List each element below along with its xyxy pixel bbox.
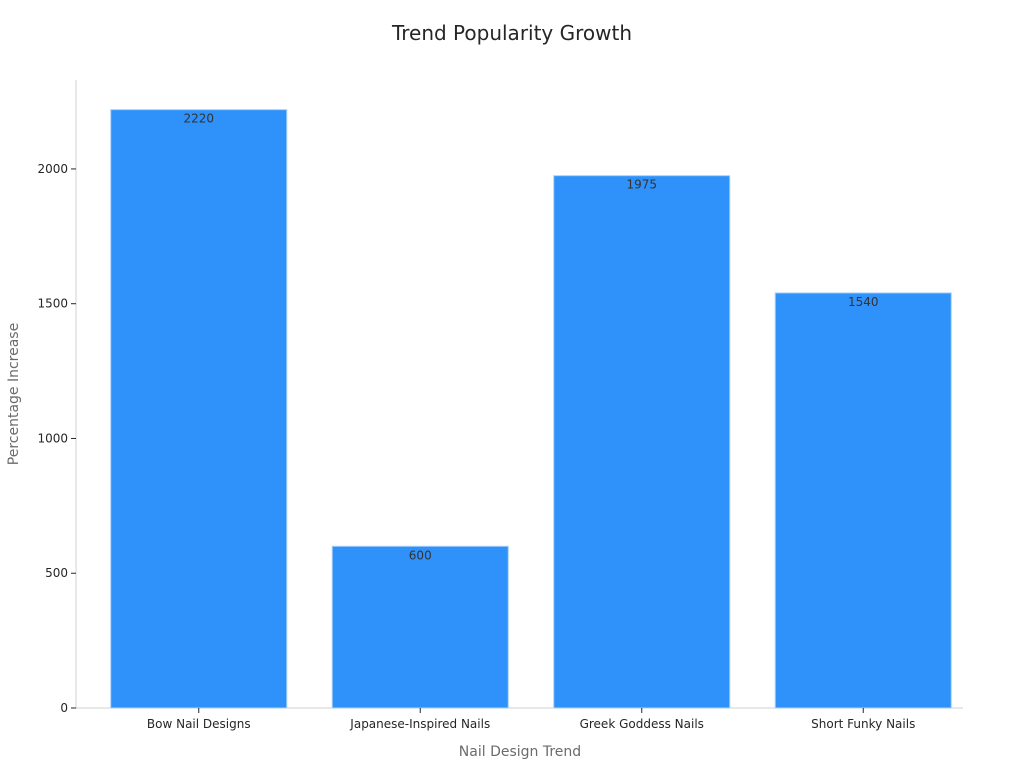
data-labels-group: 2220 600 1975 1540 (183, 112, 878, 563)
y-tick-label: 2000 (37, 162, 68, 176)
x-tick-label: Short Funky Nails (811, 717, 915, 731)
x-ticks-group: Bow Nail Designs Japanese-Inspired Nails G… (147, 708, 915, 731)
bars-group (110, 109, 952, 709)
y-tick-label: 0 (60, 701, 68, 715)
x-tick-label: Japanese-Inspired Nails (349, 717, 490, 731)
x-tick-label: Bow Nail Designs (147, 717, 251, 731)
bar (331, 545, 509, 709)
y-tick-label: 1000 (37, 431, 68, 445)
bar (774, 292, 952, 709)
y-axis-label: Percentage Increase (6, 323, 22, 465)
bar (553, 175, 731, 709)
y-tick-label: 500 (45, 566, 68, 580)
bar-value-label: 2220 (183, 112, 214, 126)
chart-title: Trend Popularity Growth (391, 21, 632, 45)
y-tick-label: 1500 (37, 297, 68, 311)
y-ticks-group: 0 500 1000 1500 2000 (37, 162, 76, 715)
x-tick-label: Greek Goddess Nails (580, 717, 704, 731)
x-axis-label: Nail Design Trend (459, 744, 581, 760)
bar-value-label: 1975 (626, 178, 657, 192)
bar-value-label: 600 (409, 548, 432, 562)
bar-value-label: 1540 (848, 295, 879, 309)
bar (110, 109, 288, 709)
